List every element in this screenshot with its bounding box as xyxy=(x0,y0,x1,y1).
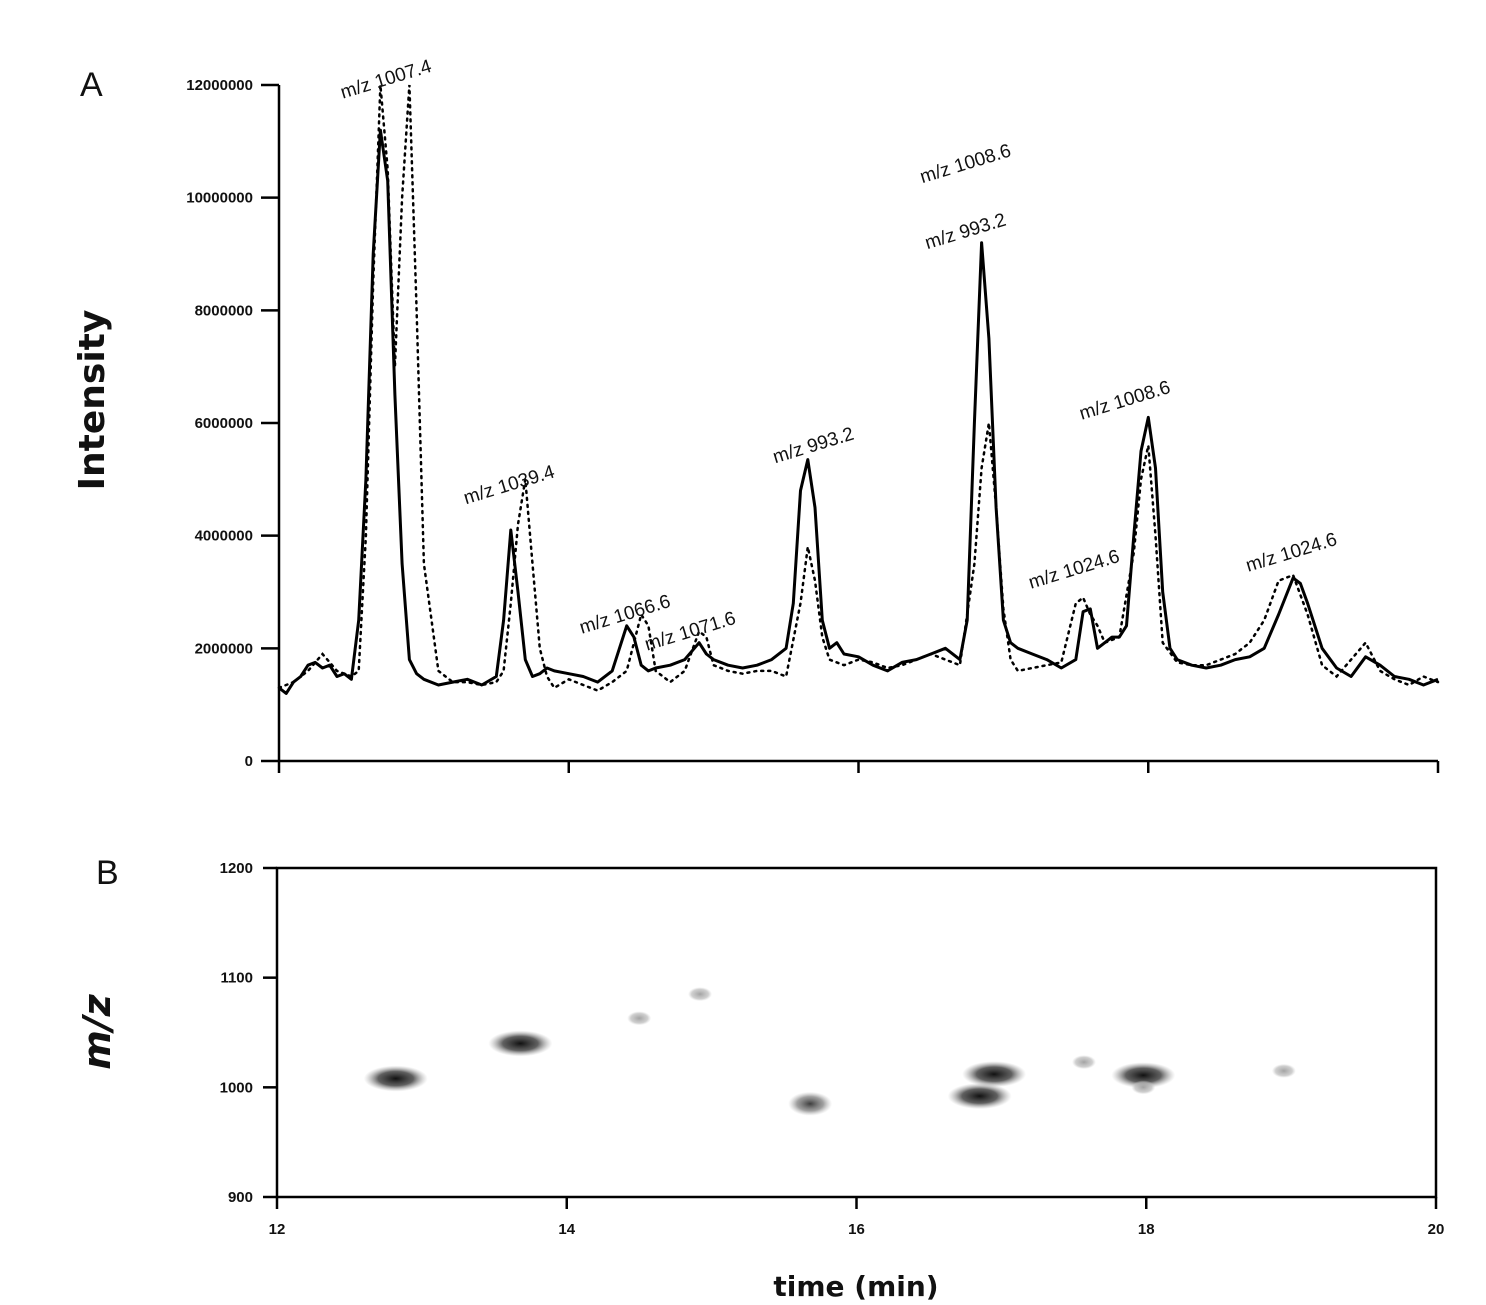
panel-a-y-tick-label: 12000000 xyxy=(186,77,253,94)
panel-a-series xyxy=(277,84,1440,695)
peak-label: m/z 1007.4 xyxy=(338,56,434,104)
panel-a-y-tick-label: 10000000 xyxy=(186,190,253,207)
panel-b-y-axis-title: m/z xyxy=(75,993,119,1069)
x-tick-label: 16 xyxy=(848,1221,865,1238)
peak-label: m/z 1024.6 xyxy=(1026,546,1122,594)
heatmap-spot xyxy=(1111,1062,1176,1089)
panel-b-chart: 900 1000 1100 1200 12 14 16 18 20 xyxy=(220,860,1445,1238)
heatmap-spot xyxy=(947,1083,1012,1110)
heatmap-spot xyxy=(962,1061,1027,1088)
x-axis-title: time (min) xyxy=(773,1270,938,1303)
panel-a-y-axis-title: Intensity xyxy=(72,310,113,491)
x-tick-label: 12 xyxy=(269,1221,286,1238)
panel-a-y-tick-label: 6000000 xyxy=(195,415,253,432)
panel-a-y-tick-label: 2000000 xyxy=(195,640,253,657)
heatmap-spot xyxy=(488,1030,553,1057)
panel-b-y-tick-label: 1100 xyxy=(220,970,253,987)
heatmap-spot xyxy=(627,1011,652,1026)
heatmap-spot xyxy=(363,1065,428,1092)
panel-b-axes: 900 1000 1100 1200 12 14 16 18 20 xyxy=(220,860,1445,1238)
x-tick-label: 14 xyxy=(558,1221,575,1238)
heatmap-spot xyxy=(788,1091,833,1116)
x-tick-label: 18 xyxy=(1138,1221,1155,1238)
peak-label: m/z 1024.6 xyxy=(1244,529,1340,577)
panel-a-y-tick-label: 8000000 xyxy=(195,302,253,319)
panel-b-y-tick-label: 1000 xyxy=(220,1079,253,1096)
panel-a-axes: 0 2000000 4000000 6000000 8000000 10000000 120… xyxy=(186,77,1440,773)
panel-b-label: B xyxy=(96,854,119,892)
dotted-series-line xyxy=(277,84,1440,692)
solid-series-line xyxy=(278,128,1439,695)
peak-label: m/z 1008.6 xyxy=(1077,377,1173,425)
peak-label: m/z 993.2 xyxy=(770,424,856,468)
panel-a-annotations: m/z 1007.4m/z 1039.4m/z 1066.6m/z 1071.6… xyxy=(338,56,1340,656)
panel-a-y-tick-label: 0 xyxy=(245,753,253,770)
panel-b-frame xyxy=(275,866,1438,1199)
peak-label: m/z 993.2 xyxy=(923,210,1009,254)
panel-a-y-tick-label: 4000000 xyxy=(195,528,253,545)
heatmap-spot xyxy=(688,987,713,1002)
heatmap-spot xyxy=(1131,1080,1156,1095)
peak-label: m/z 1008.6 xyxy=(918,140,1014,188)
panel-b-y-tick-label: 900 xyxy=(228,1189,253,1206)
panel-a-label: A xyxy=(80,66,103,104)
panel-b-y-tick-label: 1200 xyxy=(220,860,253,877)
heatmap-spot xyxy=(1271,1063,1296,1078)
x-tick-label: 20 xyxy=(1428,1221,1445,1238)
panel-b-spots xyxy=(363,987,1296,1116)
heatmap-spot xyxy=(1071,1055,1096,1070)
panel-a-chart: 0 2000000 4000000 6000000 8000000 10000000 120… xyxy=(186,56,1440,773)
peak-label: m/z 1039.4 xyxy=(461,461,557,509)
